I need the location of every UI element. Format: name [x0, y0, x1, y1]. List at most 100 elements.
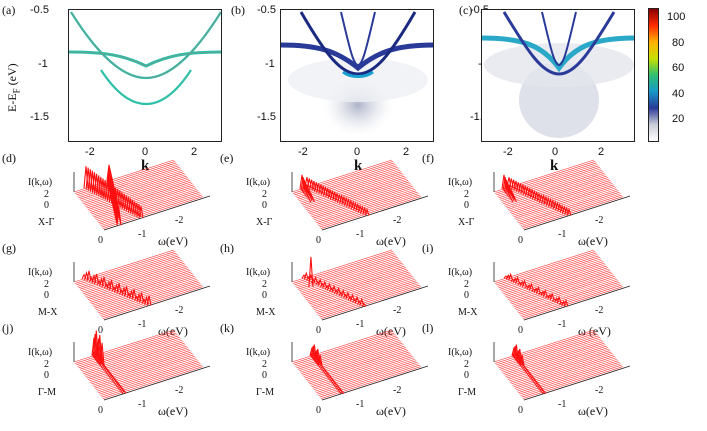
floor-line	[508, 348, 610, 382]
omega-axis-label: ω(eV)	[376, 404, 406, 418]
floor-line	[96, 358, 198, 392]
floor-line	[92, 273, 193, 306]
floor-line	[310, 273, 411, 306]
floor-line	[521, 194, 622, 228]
k-path-label: M-X	[458, 307, 478, 318]
peak	[535, 285, 541, 294]
floor-line	[309, 181, 410, 215]
omega-tick: 0	[98, 235, 103, 246]
flat-band	[482, 35, 634, 73]
floor-line	[513, 274, 614, 308]
floor-line	[512, 273, 613, 306]
peak	[349, 293, 355, 302]
floor-line	[73, 329, 175, 363]
peak	[508, 272, 514, 281]
omega-tick: -1	[138, 399, 147, 410]
spectral-peaks	[501, 174, 572, 216]
waterfall-plot	[493, 249, 631, 321]
floor-line	[306, 348, 408, 382]
floor-line	[522, 366, 623, 399]
omega-tick: -2	[595, 215, 604, 226]
floor-line	[99, 361, 200, 395]
peak	[131, 289, 137, 300]
omega-tick: -2	[175, 215, 184, 226]
floor-line	[293, 331, 394, 364]
omega-tick: -1	[356, 399, 365, 410]
band-flat-edge	[69, 51, 221, 67]
floor-line	[514, 186, 615, 219]
peak	[563, 298, 569, 307]
floor-line	[495, 331, 596, 364]
floor-line	[319, 364, 420, 398]
panel-label-j: (j)	[2, 321, 14, 335]
floor-line	[304, 175, 405, 209]
floor-line	[501, 259, 603, 293]
y-axis-label-main: E-E	[5, 93, 19, 112]
floor-line	[516, 278, 618, 312]
omega-axis-label: ω(eV)	[578, 234, 608, 248]
floor-line	[320, 196, 421, 229]
intensity-label: I(k,ω)	[448, 177, 473, 188]
floor-line	[518, 280, 619, 313]
c-xlabel: k	[550, 158, 559, 174]
omega-axis-label: ω(eV)	[158, 324, 188, 338]
spectral-map-b	[281, 11, 433, 137]
floor-line	[101, 284, 202, 318]
floor-line	[306, 178, 408, 212]
floor-line	[102, 196, 203, 229]
floor-line	[308, 350, 409, 383]
floor-line	[515, 187, 617, 221]
floor-line	[102, 286, 203, 319]
y-axis-label: E-EF (eV)	[5, 63, 21, 112]
floor-line	[303, 174, 404, 207]
floor-line	[88, 268, 190, 302]
y-axis-label-unit: (eV)	[5, 63, 19, 89]
spectral-peaks	[299, 174, 370, 216]
floor-line	[515, 357, 617, 391]
peak	[146, 295, 152, 306]
floor-line	[508, 178, 610, 212]
floor-line	[98, 360, 199, 393]
floor-line	[83, 171, 184, 204]
floor-line	[83, 261, 184, 294]
k-path-label: Γ-M	[38, 387, 57, 398]
omega-axis-label: ω(eV)	[578, 404, 608, 418]
omega-axis-label: ω(eV)	[376, 324, 406, 338]
spectral-peaks	[309, 344, 345, 394]
omega-tick: 0	[98, 325, 103, 336]
floor-line	[511, 181, 612, 215]
floor-line	[516, 358, 618, 392]
peak	[303, 271, 309, 280]
colorbar-tick: 20	[672, 113, 685, 125]
omega-tick: 0	[98, 405, 103, 416]
band-flat	[69, 50, 221, 68]
floor-line	[519, 281, 620, 315]
floor-line	[504, 172, 605, 206]
peak	[99, 342, 105, 366]
colorbar-tick: 100	[667, 11, 686, 23]
omega-tick: -2	[393, 215, 402, 226]
floor-line	[522, 196, 623, 229]
floor-line	[519, 191, 620, 225]
peak	[108, 280, 115, 291]
floor-line	[302, 172, 403, 206]
floor-line	[302, 262, 403, 296]
peak	[519, 354, 525, 366]
floor-line	[313, 357, 415, 391]
peak	[313, 275, 319, 284]
floor-line	[310, 183, 411, 216]
floor-line	[305, 347, 406, 380]
k-path-label: X-Γ	[458, 217, 475, 228]
panel-label-k: (k)	[220, 321, 234, 335]
omega-axis	[523, 285, 631, 321]
floor-line	[313, 277, 415, 311]
floor-line	[512, 183, 613, 216]
floor-line	[295, 164, 396, 197]
floor-line	[303, 344, 404, 377]
floor-line	[92, 183, 193, 216]
floor-line	[499, 257, 600, 290]
z-tick: 0	[262, 370, 267, 381]
floor-line	[306, 268, 408, 302]
peak	[511, 195, 517, 203]
floor-line	[493, 329, 595, 363]
